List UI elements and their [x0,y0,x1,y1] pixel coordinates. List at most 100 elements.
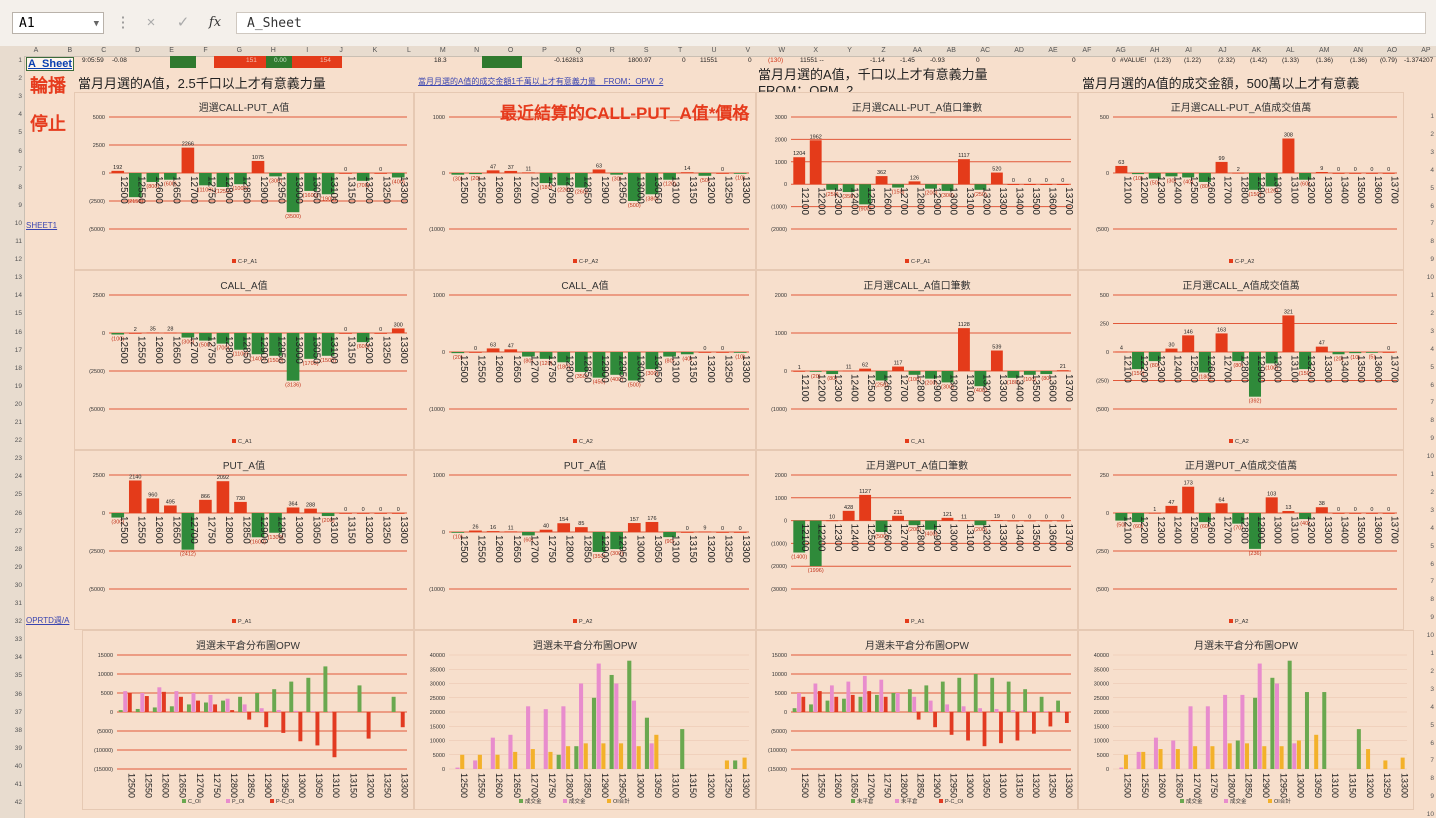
bar[interactable] [1232,513,1245,524]
bar[interactable] [128,173,142,198]
bar-P-C_OI[interactable] [1048,712,1053,727]
bar[interactable] [356,333,370,343]
bar-P_OI[interactable] [259,708,264,712]
bar-OI合計[interactable] [548,751,553,769]
bar[interactable] [164,173,177,180]
bar-未平倉[interactable] [1011,710,1015,712]
chart-c24[interactable]: 正月選CALL_A值成交值萬 500 250 0 (250) (500) 4 (150) (80… [1078,270,1404,450]
bar-P-C_OI[interactable] [127,693,132,712]
col-header-AO[interactable]: AO [1386,47,1398,54]
stop-button[interactable]: 停止 [30,114,66,135]
row-header-17[interactable]: 17 [14,346,22,354]
bar[interactable] [1282,511,1295,513]
row-header-35[interactable]: 35 [14,672,22,680]
col-header-H[interactable]: H [270,47,276,54]
bar-OI合計[interactable] [636,746,641,769]
bar-C_OI[interactable] [289,681,294,712]
bar[interactable] [1040,184,1053,185]
chart-c43[interactable]: 月選未平倉分布圖OPW 15000 10000 5000 0 (5000) (10000) (… [756,630,1078,810]
chevron-down-icon[interactable]: ▼ [93,19,99,29]
col-header-AM[interactable]: AM [1318,47,1330,54]
bar-OI合計[interactable] [583,743,588,769]
row-header-38[interactable]: 38 [14,726,22,734]
bar-成交金[interactable] [631,700,637,769]
row-header-25[interactable]: 25 [14,491,22,499]
chart-c41[interactable]: 週選未平倉分布圖OPW 15000 10000 5000 0 (5000) (10000) (… [82,630,414,810]
bar-成交金[interactable] [1171,740,1176,770]
cell-v13[interactable]: 0 [976,57,980,64]
bar-成交金[interactable] [1119,767,1124,769]
enter-icon[interactable]: ✓ [176,14,190,31]
bar-P-C_OI[interactable] [196,700,200,712]
bar[interactable] [374,513,388,514]
bar-P-C_OI[interactable] [281,712,286,733]
bar[interactable] [251,333,265,355]
bar-OI合計[interactable] [460,754,465,769]
bar-未平倉[interactable] [825,700,830,712]
bar[interactable] [1007,520,1020,522]
bar-OI合計[interactable] [654,734,659,769]
bar-P-C_OI[interactable] [315,712,320,746]
chart-c14[interactable]: 正月選CALL-PUT_A值成交值萬 500 0 (500) 63 (10) (50) (30… [1078,92,1404,270]
bar-C_OI[interactable] [118,710,123,712]
bar[interactable] [1349,513,1362,514]
bar[interactable] [627,352,641,381]
bar[interactable] [181,513,195,550]
bar[interactable] [451,532,465,533]
bar[interactable] [1265,173,1278,187]
bar[interactable] [286,507,300,513]
bar-P_OI[interactable] [276,710,281,712]
bar[interactable] [522,172,535,174]
cell-v4[interactable]: 1800.97 [628,57,652,64]
bar[interactable] [234,333,247,350]
cell-v9[interactable]: 11551 -- [800,57,824,64]
bar-P-C_OI[interactable] [883,696,888,712]
bar[interactable] [793,520,806,553]
bar-未平倉[interactable] [940,681,945,712]
bar[interactable] [1182,173,1195,178]
bar[interactable] [826,371,839,375]
cell-v8[interactable]: (130) [768,57,784,64]
bar[interactable] [1282,138,1295,173]
bar[interactable] [522,532,535,536]
bar[interactable] [680,352,694,355]
chart-c12[interactable]: 1000 0 (1000) (30) (20) 47 37 11 (180) (220) (260)… [414,92,756,270]
bar-P_OI[interactable] [327,711,332,713]
row-header-10[interactable]: 10 [14,219,22,227]
bar-P_OI[interactable] [293,710,298,712]
bar-成交金[interactable] [1257,663,1262,769]
row-header-12[interactable]: 12 [14,256,22,264]
bar-OI合計[interactable] [601,743,606,769]
bar[interactable] [610,173,623,175]
row-header-1[interactable]: 1 [18,57,22,64]
bar[interactable] [1198,513,1211,523]
row-header-11[interactable]: 11 [15,238,22,245]
bar[interactable] [592,169,606,173]
bar-未平倉[interactable] [928,700,933,712]
bar[interactable] [941,371,954,383]
bar[interactable] [809,371,822,372]
bar[interactable] [1165,173,1178,177]
col-header-AJ[interactable]: AJ [1218,47,1227,54]
bar-P-C_OI[interactable] [1032,712,1036,734]
bar[interactable] [1382,513,1395,514]
bar[interactable] [128,480,142,513]
bar[interactable] [1007,371,1020,378]
cell-v1[interactable]: -0.08 [112,57,127,64]
row-header-19[interactable]: 19 [14,382,22,390]
bar-OI合計[interactable] [1314,734,1319,769]
row-header-26[interactable]: 26 [14,509,22,517]
bar[interactable] [1040,371,1053,375]
bar-成交金[interactable] [526,706,531,769]
cell-v3[interactable]: -0.162813 [554,57,584,64]
bar[interactable] [451,173,465,175]
bar-成交金[interactable] [1136,751,1141,769]
bar[interactable] [1040,520,1053,522]
chart-c34[interactable]: 正月選PUT_A值成交值萬 250 0 (250) (500) (50) (60) 1 47 17… [1078,450,1404,630]
bar-成交金[interactable] [561,706,566,769]
bar[interactable] [1248,173,1262,190]
bar-OI合計[interactable] [1210,746,1215,769]
bar-未平倉[interactable] [842,698,846,712]
bar-成交金[interactable] [591,697,597,769]
bar[interactable] [908,520,921,526]
